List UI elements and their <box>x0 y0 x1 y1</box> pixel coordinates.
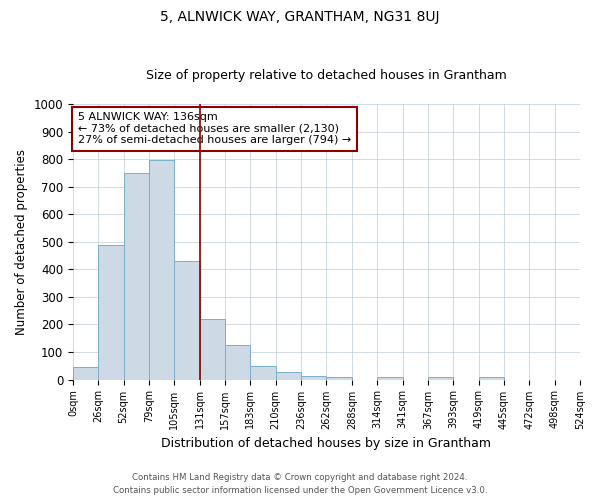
Bar <box>377 377 403 380</box>
Bar <box>276 372 301 380</box>
Bar <box>428 377 453 380</box>
Text: 5, ALNWICK WAY, GRANTHAM, NG31 8UJ: 5, ALNWICK WAY, GRANTHAM, NG31 8UJ <box>160 10 440 24</box>
Bar <box>200 319 225 380</box>
Bar <box>149 160 175 380</box>
Bar <box>326 377 352 380</box>
Bar <box>250 366 276 380</box>
Bar <box>225 345 250 380</box>
Bar <box>124 173 149 380</box>
Bar <box>175 261 200 380</box>
Bar <box>479 377 504 380</box>
Title: Size of property relative to detached houses in Grantham: Size of property relative to detached ho… <box>146 69 507 82</box>
Bar <box>301 376 326 380</box>
Text: Contains HM Land Registry data © Crown copyright and database right 2024.
Contai: Contains HM Land Registry data © Crown c… <box>113 474 487 495</box>
Bar <box>98 244 124 380</box>
X-axis label: Distribution of detached houses by size in Grantham: Distribution of detached houses by size … <box>161 437 491 450</box>
Y-axis label: Number of detached properties: Number of detached properties <box>15 149 28 335</box>
Text: 5 ALNWICK WAY: 136sqm
← 73% of detached houses are smaller (2,130)
27% of semi-d: 5 ALNWICK WAY: 136sqm ← 73% of detached … <box>78 112 351 146</box>
Bar <box>73 367 98 380</box>
